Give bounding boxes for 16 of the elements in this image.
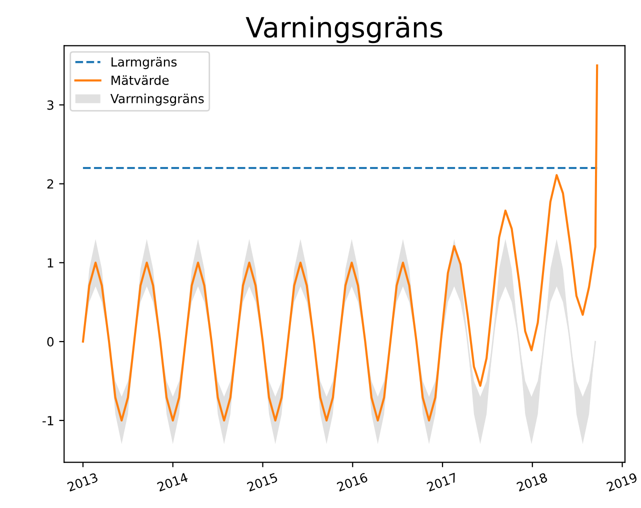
y-tick-label: 0 xyxy=(47,337,54,346)
x-tick-label: 2017 xyxy=(426,472,458,492)
y-tick-label: -1 xyxy=(42,416,54,426)
chart-title: Varningsgräns xyxy=(246,16,442,44)
x-tick-label: 2019 xyxy=(606,472,638,492)
legend-label: Larmgräns xyxy=(112,56,177,70)
y-tick-label: 3 xyxy=(47,100,54,110)
y-tick-label: 2 xyxy=(47,179,54,189)
x-tick-label: 2013 xyxy=(66,472,98,492)
x-tick-label: 2015 xyxy=(246,472,278,492)
legend-label: Varrningsgräns xyxy=(110,94,204,106)
x-tick-label: 2014 xyxy=(156,472,188,492)
x-tick-label: 2016 xyxy=(336,472,368,492)
x-tick-label: 2018 xyxy=(516,472,548,492)
y-tick-label: 1 xyxy=(48,258,54,268)
legend-label: Mätvärde xyxy=(112,75,169,85)
